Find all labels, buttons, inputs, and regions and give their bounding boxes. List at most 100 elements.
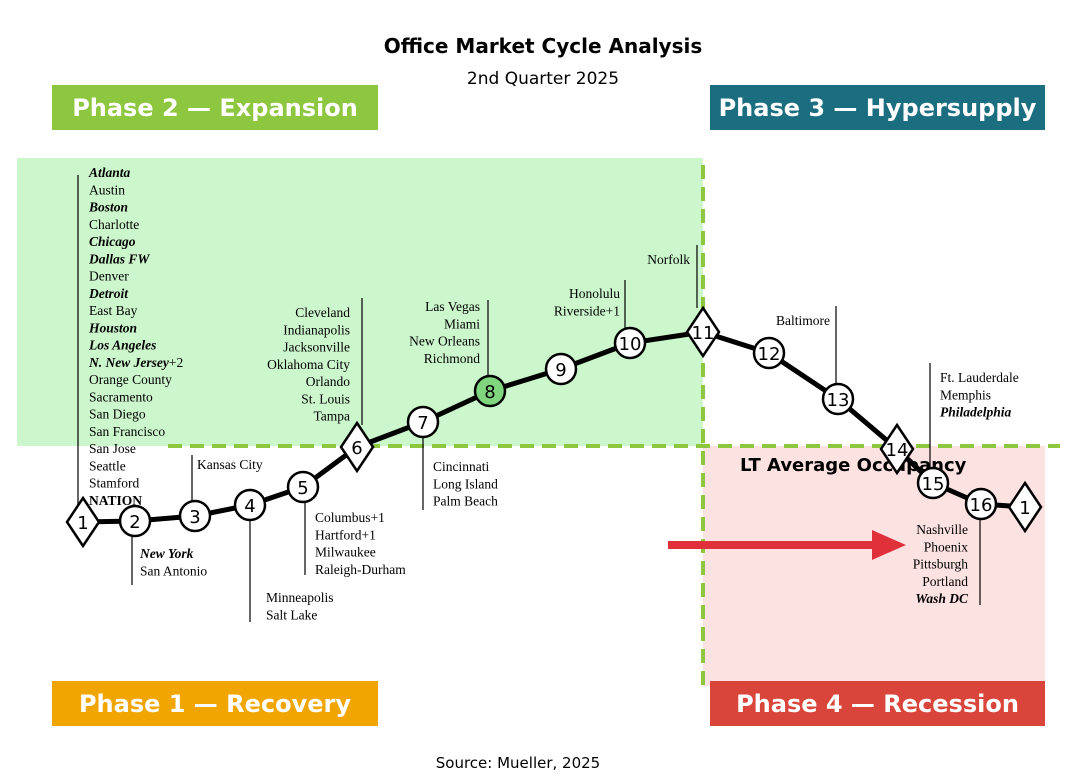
market-name: Indianapolis xyxy=(283,322,350,337)
market-name: San Antonio xyxy=(140,563,207,578)
market-name: New York xyxy=(139,546,194,561)
market-name: Orange County xyxy=(89,372,172,387)
market-name: Richmond xyxy=(424,351,480,366)
market-name: Milwaukee xyxy=(315,545,376,560)
market-name-suffix: +2 xyxy=(169,355,183,370)
node-circle xyxy=(178,499,212,533)
node-diamond xyxy=(65,495,101,549)
market-name: Denver xyxy=(89,269,129,284)
market-name: East Bay xyxy=(89,303,138,318)
market-name: Miami xyxy=(444,316,480,331)
subtitle: 2nd Quarter 2025 xyxy=(467,69,619,89)
market-name-main: Philadelphia xyxy=(940,405,1012,420)
market-name: Riverside+1 xyxy=(554,303,620,318)
market-name: Seattle xyxy=(89,458,126,473)
node-label: 6 xyxy=(351,438,362,459)
market-name: Charlotte xyxy=(89,217,139,232)
market-name: Austin xyxy=(89,182,125,197)
node-circle xyxy=(233,488,267,522)
node-label: 11 xyxy=(692,323,715,344)
market-name: St. Louis xyxy=(301,391,350,406)
node-label: 5 xyxy=(297,478,308,499)
node-label: 14 xyxy=(886,440,909,461)
node-circle xyxy=(964,487,998,521)
node-circle xyxy=(406,405,440,439)
market-name: Chicago xyxy=(89,234,136,249)
market-name-main: Detroit xyxy=(88,286,129,301)
market-name: Norfolk xyxy=(647,252,690,267)
market-name: San Jose xyxy=(89,441,136,456)
market-name: Cleveland xyxy=(295,305,350,320)
market-name-main: Atlanta xyxy=(88,165,131,180)
phase-box xyxy=(52,85,378,130)
market-name-main: Wash DC xyxy=(915,591,969,606)
market-name: Nashville xyxy=(916,522,968,537)
market-name: Phoenix xyxy=(924,539,969,554)
expansion-zone xyxy=(17,158,703,446)
node-label: 1 xyxy=(77,513,88,534)
phase-box xyxy=(710,85,1045,130)
market-name: Sacramento xyxy=(89,389,153,404)
node-label: 1 xyxy=(1019,498,1030,519)
phase-box xyxy=(52,681,378,726)
market-name: Atlanta xyxy=(88,165,131,180)
market-name-main: Dallas FW xyxy=(88,251,150,266)
market-name: Columbus+1 xyxy=(315,510,385,525)
node-label: 10 xyxy=(619,334,642,355)
market-name: Minneapolis xyxy=(266,590,334,605)
market-name: Raleigh-Durham xyxy=(315,562,406,577)
node-label: 7 xyxy=(417,413,428,434)
phase-label: Phase 3 — Hypersupply xyxy=(719,94,1037,122)
market-name: Tampa xyxy=(313,409,350,424)
node-label: 15 xyxy=(922,474,945,495)
node-circle xyxy=(544,352,578,386)
market-name: Pittsburgh xyxy=(913,557,969,572)
market-name-main: Boston xyxy=(88,200,128,215)
node-label: 13 xyxy=(827,390,850,411)
market-name: Ft. Lauderdale xyxy=(940,370,1019,385)
node-circle xyxy=(613,326,647,360)
node-diamond xyxy=(339,420,375,474)
market-name: Boston xyxy=(88,200,128,215)
node-label: 9 xyxy=(555,360,566,381)
market-name: Los Angeles xyxy=(88,338,156,353)
market-name-main: N. New Jersey xyxy=(88,355,170,370)
node-circle xyxy=(286,470,320,504)
market-name: San Diego xyxy=(89,407,146,422)
source: Source: Mueller, 2025 xyxy=(436,754,600,772)
market-name: Kansas City xyxy=(197,457,263,472)
node-diamond xyxy=(879,422,915,476)
market-name: Jacksonville xyxy=(283,340,350,355)
phase-label: Phase 2 — Expansion xyxy=(72,94,358,122)
arrow xyxy=(668,530,906,560)
market-name-main: Chicago xyxy=(89,234,136,249)
market-name: Wash DC xyxy=(915,591,969,606)
market-name-main: Los Angeles xyxy=(88,338,156,353)
market-name: Palm Beach xyxy=(433,494,498,509)
market-name: San Francisco xyxy=(89,424,165,439)
recession-zone xyxy=(703,446,1045,686)
market-name-main: NATION xyxy=(89,493,142,508)
market-name: Long Island xyxy=(433,476,498,491)
node-diamond xyxy=(685,305,721,359)
node-circle xyxy=(916,466,950,500)
market-name: NATION xyxy=(89,493,142,508)
market-name-main: New York xyxy=(139,546,194,561)
market-name: Philadelphia xyxy=(940,405,1012,420)
node-label: 8 xyxy=(484,382,495,403)
node-circle xyxy=(118,504,152,538)
node-label: 4 xyxy=(244,496,255,517)
market-name: Salt Lake xyxy=(266,607,317,622)
market-name: Las Vegas xyxy=(425,299,480,314)
node-diamond xyxy=(1007,480,1043,534)
node-circle xyxy=(821,382,855,416)
market-name: Cincinnati xyxy=(433,459,489,474)
market-name: Detroit xyxy=(88,286,129,301)
market-name: Baltimore xyxy=(776,313,830,328)
market-name: Hartford+1 xyxy=(315,527,376,542)
phase-box xyxy=(710,681,1045,726)
market-name: Portland xyxy=(922,574,968,589)
market-name: Dallas FW xyxy=(88,251,150,266)
node-label: 3 xyxy=(189,507,200,528)
